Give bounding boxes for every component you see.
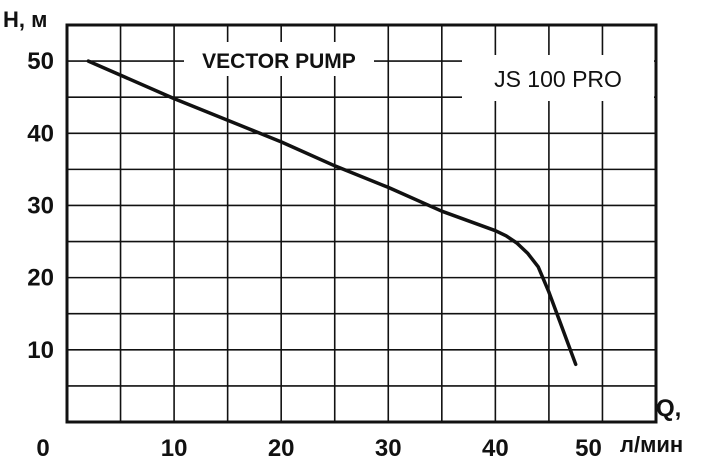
model-box <box>462 55 654 101</box>
series-line <box>86 59 578 367</box>
chart-title: VECTOR PUMP <box>202 50 356 73</box>
x-tick-label: 30 <box>375 435 402 462</box>
x-tick-label: 0 <box>36 435 49 462</box>
model-label: JS 100 PRO <box>494 66 622 92</box>
x-tick-label: 50 <box>575 435 602 462</box>
y-tick-label: 10 <box>27 337 54 364</box>
y-tick-label: 30 <box>27 192 54 219</box>
x-tick-label: 20 <box>268 435 295 462</box>
x-axis-label: Q, <box>656 395 681 422</box>
x-tick-label: 10 <box>161 435 188 462</box>
y-tick-label: 20 <box>27 265 54 292</box>
x-tick-label: 40 <box>482 435 509 462</box>
tick-labels: 0 10 20 30 40 50 10 20 30 40 50 <box>27 48 602 462</box>
y-tick-label: 40 <box>27 120 54 147</box>
y-axis-label: Н, м <box>3 7 47 32</box>
x-axis-unit: л/мин <box>620 432 683 457</box>
y-tick-label: 50 <box>27 48 54 75</box>
plot-frame <box>65 23 658 424</box>
title-box <box>184 42 374 76</box>
